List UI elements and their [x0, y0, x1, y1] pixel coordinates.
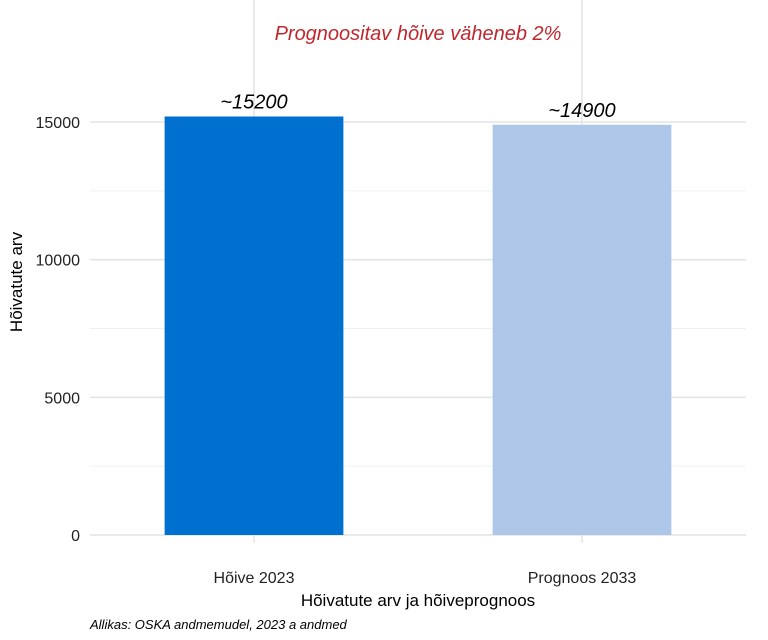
- y-axis-label: Hõivatute arv: [7, 231, 26, 332]
- y-tick-label: 15000: [36, 115, 81, 132]
- x-axis-ticks: Hõive 2023 Prognoos 2033: [214, 570, 637, 587]
- y-tick-label: 0: [71, 528, 80, 545]
- source-caption: Allikas: OSKA andmemudel, 2023 a andmed: [89, 617, 348, 632]
- x-tick-label: Hõive 2023: [214, 570, 295, 587]
- x-tick-label: Prognoos 2033: [528, 570, 637, 587]
- bars: [164, 116, 672, 536]
- chart-title: Prognoositav hõive väheneb 2%: [275, 23, 562, 45]
- y-tick-label: 10000: [36, 253, 81, 270]
- bar-2: [492, 124, 672, 536]
- x-axis-label: Hõivatute arv ja hõiveprognoos: [301, 591, 535, 610]
- y-tick-label: 5000: [44, 390, 80, 407]
- y-axis-ticks: 0 5000 10000 15000: [36, 115, 81, 545]
- bar-value-label: ~15200: [220, 91, 287, 113]
- bar-value-label: ~14900: [548, 100, 615, 122]
- bar-1: [164, 116, 344, 535]
- bar-data-labels: ~15200 ~14900: [220, 91, 615, 121]
